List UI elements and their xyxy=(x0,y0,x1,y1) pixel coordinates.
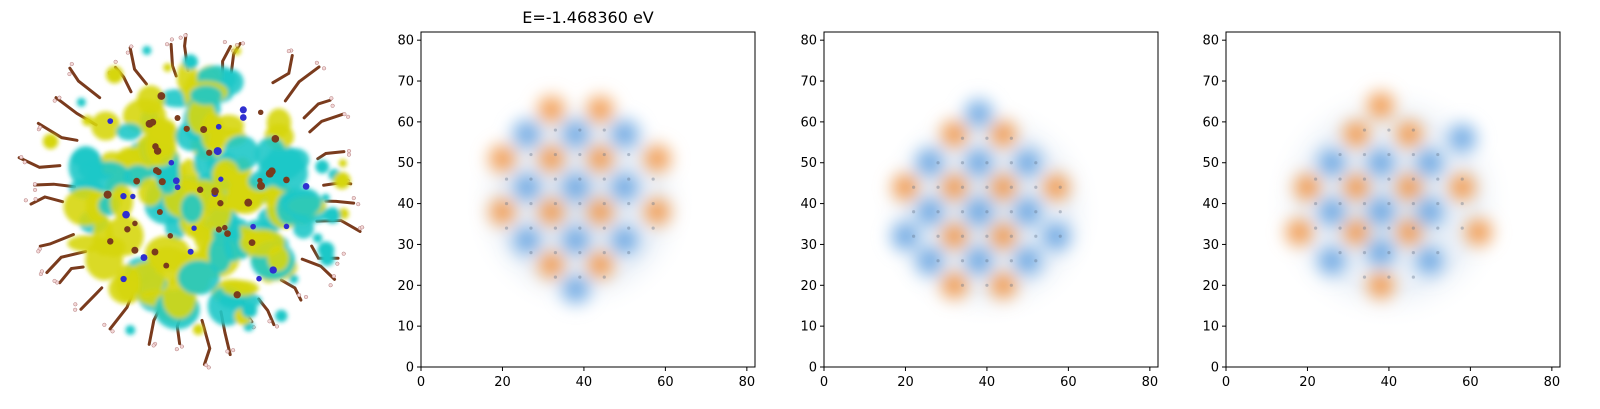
positive-lobe xyxy=(1457,211,1500,254)
x-tick-label: 0 xyxy=(820,375,828,390)
y-tick-label: 0 xyxy=(1211,361,1219,376)
heatmap-panel-3: 0 20 40 60 80 0 10 20 30 40 50 60 70 80 xyxy=(1202,31,1561,390)
x-tick-label: 20 xyxy=(897,375,914,390)
positive-lobe xyxy=(1441,166,1484,209)
positive-lobe xyxy=(636,137,679,180)
y-tick-label: 10 xyxy=(397,320,414,335)
atoms xyxy=(103,92,310,299)
isosurface xyxy=(42,45,351,336)
negative-lobe xyxy=(882,213,929,260)
positive-lobe xyxy=(636,190,679,233)
y-tick-label: 80 xyxy=(397,34,414,49)
heatmap-panel-1: 0 20 40 60 80 0 10 20 30 40 50 60 70 80 xyxy=(397,31,756,390)
y-tick-label: 40 xyxy=(397,197,414,212)
heatmap-image xyxy=(421,32,755,367)
y-tick-label: 60 xyxy=(800,115,817,130)
negative-lobe xyxy=(601,111,648,157)
axes-frame xyxy=(1225,31,1561,368)
negative-lobe xyxy=(955,237,1002,284)
y-tick-label: 60 xyxy=(397,115,414,130)
negative-lobe xyxy=(552,266,599,313)
y-tick-label: 0 xyxy=(809,361,817,376)
y-tick-label: 80 xyxy=(1202,34,1219,49)
x-tick-label: 0 xyxy=(1222,375,1230,390)
y-tick-label: 70 xyxy=(397,75,414,90)
negative-lobe xyxy=(504,111,550,157)
negative-lobe xyxy=(504,217,550,264)
negative-lobe xyxy=(552,217,599,264)
axes-frame xyxy=(420,31,756,368)
y-tick-label: 70 xyxy=(800,75,817,90)
negative-lobe xyxy=(1439,115,1486,162)
axes-frame xyxy=(823,31,1159,368)
heatmap-panel-2: 0 20 40 60 80 0 10 20 30 40 50 60 70 80 xyxy=(800,31,1159,390)
density-lobes xyxy=(1278,84,1500,307)
y-tick-label: 50 xyxy=(800,156,817,171)
y-tick-label: 80 xyxy=(800,34,817,49)
negative-lobe xyxy=(955,139,1002,186)
negative-lobe xyxy=(552,164,599,211)
negative-lobe xyxy=(601,217,648,264)
density-lobes xyxy=(882,90,1079,307)
x-tick-label: 60 xyxy=(1060,375,1077,390)
negative-lobe xyxy=(1004,139,1051,186)
y-tick-label: 20 xyxy=(1202,279,1219,294)
negative-lobe xyxy=(1406,139,1453,186)
x-tick-label: 40 xyxy=(576,375,593,390)
molecule-render xyxy=(17,33,365,370)
atom-speckle xyxy=(504,128,655,279)
negative-lobe xyxy=(955,90,1002,137)
y-tick-label: 30 xyxy=(1202,238,1219,253)
y-tick-label: 10 xyxy=(1202,320,1219,335)
negative-lobe xyxy=(1033,213,1079,260)
x-tick-label: 20 xyxy=(494,375,511,390)
y-tick-label: 30 xyxy=(800,238,817,253)
y-tick-label: 20 xyxy=(397,279,414,294)
negative-lobe xyxy=(1357,139,1404,186)
x-tick-label: 0 xyxy=(417,375,425,390)
negative-lobe xyxy=(601,164,648,211)
negative-lobe xyxy=(1357,229,1404,276)
atom-speckle xyxy=(1314,128,1464,279)
negative-lobe xyxy=(552,111,599,157)
negative-lobe xyxy=(955,188,1002,235)
negative-lobe xyxy=(907,139,953,186)
negative-lobe xyxy=(1309,237,1355,284)
negative-lobe xyxy=(1309,139,1355,186)
negative-lobe xyxy=(1357,188,1404,235)
positive-lobe xyxy=(1278,211,1321,254)
heatmap-image xyxy=(1226,32,1560,367)
negative-lobe xyxy=(1406,188,1453,235)
density-lobes xyxy=(481,88,679,313)
negative-lobe xyxy=(504,164,550,211)
x-tick-label: 20 xyxy=(1299,375,1316,390)
y-tick-label: 50 xyxy=(397,156,414,171)
x-tick-label: 80 xyxy=(739,375,756,390)
y-tick-label: 20 xyxy=(800,279,817,294)
positive-lobe xyxy=(1359,264,1402,307)
y-tick-label: 10 xyxy=(800,320,817,335)
y-tick-label: 30 xyxy=(397,238,414,253)
y-tick-label: 50 xyxy=(1202,156,1219,171)
heatmap-image xyxy=(824,32,1158,367)
y-tick-label: 0 xyxy=(406,361,414,376)
negative-lobe xyxy=(1406,237,1453,284)
y-tick-label: 70 xyxy=(1202,75,1219,90)
x-tick-label: 40 xyxy=(979,375,996,390)
figure-title: E=-1.468360 eV xyxy=(522,8,654,27)
x-tick-label: 60 xyxy=(657,375,674,390)
positive-lobe xyxy=(1359,84,1402,127)
x-tick-label: 40 xyxy=(1381,375,1398,390)
x-tick-label: 60 xyxy=(1462,375,1479,390)
x-tick-label: 80 xyxy=(1544,375,1561,390)
x-tick-label: 80 xyxy=(1142,375,1159,390)
negative-lobe xyxy=(1309,188,1355,235)
y-tick-label: 40 xyxy=(1202,197,1219,212)
y-tick-label: 40 xyxy=(800,197,817,212)
ligand-sticks xyxy=(17,33,365,370)
y-tick-label: 60 xyxy=(1202,115,1219,130)
atom-speckle xyxy=(912,136,1062,287)
